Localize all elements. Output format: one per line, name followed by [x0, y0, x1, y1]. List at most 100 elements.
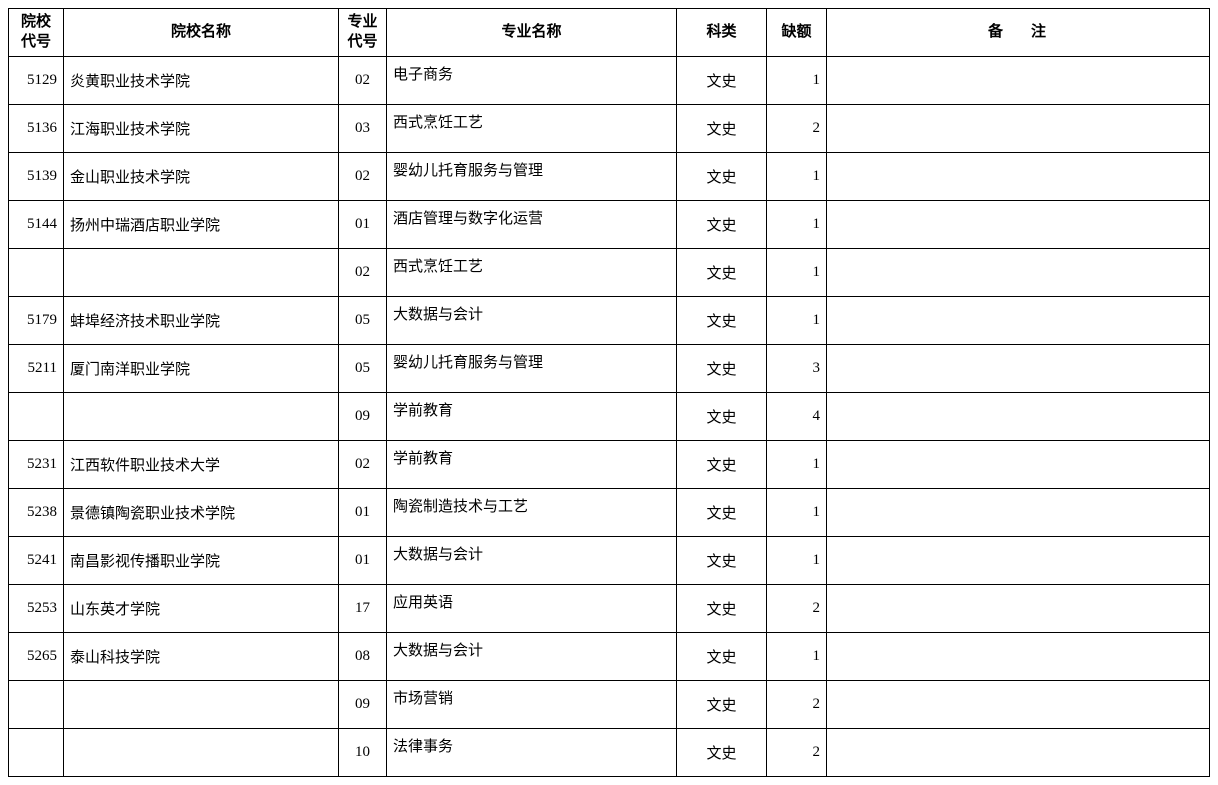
cell-shortage: 2 [767, 585, 827, 633]
header-school-code: 院校代号 [9, 9, 64, 57]
cell-major-code: 02 [339, 153, 387, 201]
cell-remark [827, 393, 1210, 441]
table-row: 5211厦门南洋职业学院05婴幼儿托育服务与管理文史3 [9, 345, 1210, 393]
cell-category: 文史 [677, 633, 767, 681]
cell-category: 文史 [677, 153, 767, 201]
cell-remark [827, 489, 1210, 537]
cell-shortage: 1 [767, 249, 827, 297]
cell-shortage: 1 [767, 153, 827, 201]
cell-school-name: 炎黄职业技术学院 [64, 57, 339, 105]
cell-school-code: 5241 [9, 537, 64, 585]
cell-shortage: 1 [767, 441, 827, 489]
cell-remark [827, 249, 1210, 297]
cell-major-name: 西式烹饪工艺 [387, 249, 677, 297]
cell-major-code: 02 [339, 249, 387, 297]
cell-school-name: 蚌埠经济技术职业学院 [64, 297, 339, 345]
header-remark: 备注 [827, 9, 1210, 57]
cell-school-name: 江西软件职业技术大学 [64, 441, 339, 489]
cell-school-name: 江海职业技术学院 [64, 105, 339, 153]
cell-remark [827, 57, 1210, 105]
cell-major-name: 法律事务 [387, 729, 677, 777]
cell-major-name: 学前教育 [387, 393, 677, 441]
cell-major-code: 01 [339, 201, 387, 249]
cell-remark [827, 681, 1210, 729]
cell-category: 文史 [677, 105, 767, 153]
cell-shortage: 2 [767, 105, 827, 153]
cell-school-code: 5179 [9, 297, 64, 345]
header-category: 科类 [677, 9, 767, 57]
cell-school-code [9, 393, 64, 441]
cell-major-code: 01 [339, 537, 387, 585]
cell-category: 文史 [677, 297, 767, 345]
cell-major-code: 01 [339, 489, 387, 537]
cell-shortage: 2 [767, 681, 827, 729]
cell-remark [827, 297, 1210, 345]
cell-shortage: 1 [767, 537, 827, 585]
cell-remark [827, 585, 1210, 633]
cell-major-name: 婴幼儿托育服务与管理 [387, 345, 677, 393]
table-row: 5136江海职业技术学院03西式烹饪工艺文史2 [9, 105, 1210, 153]
cell-category: 文史 [677, 537, 767, 585]
table-row: 02西式烹饪工艺文史1 [9, 249, 1210, 297]
cell-major-code: 05 [339, 297, 387, 345]
cell-school-code: 5238 [9, 489, 64, 537]
cell-shortage: 1 [767, 633, 827, 681]
table-row: 5129炎黄职业技术学院02电子商务文史1 [9, 57, 1210, 105]
table-row: 5265泰山科技学院08大数据与会计文史1 [9, 633, 1210, 681]
cell-school-name [64, 249, 339, 297]
cell-school-name: 泰山科技学院 [64, 633, 339, 681]
table-row: 5253山东英才学院17应用英语文史2 [9, 585, 1210, 633]
table-row: 5241南昌影视传播职业学院01大数据与会计文史1 [9, 537, 1210, 585]
cell-major-name: 学前教育 [387, 441, 677, 489]
table-row: 09学前教育文史4 [9, 393, 1210, 441]
table-row: 5179蚌埠经济技术职业学院05大数据与会计文史1 [9, 297, 1210, 345]
header-major-code: 专业代号 [339, 9, 387, 57]
cell-major-code: 02 [339, 441, 387, 489]
cell-remark [827, 153, 1210, 201]
cell-major-code: 17 [339, 585, 387, 633]
cell-school-code: 5211 [9, 345, 64, 393]
cell-category: 文史 [677, 681, 767, 729]
cell-shortage: 4 [767, 393, 827, 441]
table-row: 5144扬州中瑞酒店职业学院01酒店管理与数字化运营文史1 [9, 201, 1210, 249]
cell-school-name: 南昌影视传播职业学院 [64, 537, 339, 585]
cell-shortage: 1 [767, 489, 827, 537]
cell-school-name: 厦门南洋职业学院 [64, 345, 339, 393]
cell-shortage: 1 [767, 297, 827, 345]
cell-remark [827, 201, 1210, 249]
cell-school-code: 5231 [9, 441, 64, 489]
cell-school-code: 5253 [9, 585, 64, 633]
header-row: 院校代号 院校名称 专业代号 专业名称 科类 缺额 备注 [9, 9, 1210, 57]
cell-shortage: 2 [767, 729, 827, 777]
cell-school-name: 扬州中瑞酒店职业学院 [64, 201, 339, 249]
cell-major-name: 陶瓷制造技术与工艺 [387, 489, 677, 537]
cell-category: 文史 [677, 441, 767, 489]
cell-category: 文史 [677, 249, 767, 297]
table-body: 5129炎黄职业技术学院02电子商务文史15136江海职业技术学院03西式烹饪工… [9, 57, 1210, 777]
cell-major-code: 02 [339, 57, 387, 105]
cell-category: 文史 [677, 201, 767, 249]
header-shortage: 缺额 [767, 9, 827, 57]
cell-school-code: 5265 [9, 633, 64, 681]
cell-category: 文史 [677, 57, 767, 105]
table-header: 院校代号 院校名称 专业代号 专业名称 科类 缺额 备注 [9, 9, 1210, 57]
cell-school-code [9, 249, 64, 297]
cell-remark [827, 441, 1210, 489]
cell-remark [827, 345, 1210, 393]
header-major-name: 专业名称 [387, 9, 677, 57]
cell-major-code: 08 [339, 633, 387, 681]
table-row: 10法律事务文史2 [9, 729, 1210, 777]
cell-major-name: 市场营销 [387, 681, 677, 729]
cell-school-code: 5144 [9, 201, 64, 249]
cell-major-name: 大数据与会计 [387, 537, 677, 585]
cell-major-code: 09 [339, 393, 387, 441]
cell-remark [827, 105, 1210, 153]
cell-school-code: 5139 [9, 153, 64, 201]
cell-school-name [64, 729, 339, 777]
cell-school-code [9, 681, 64, 729]
cell-major-name: 应用英语 [387, 585, 677, 633]
cell-remark [827, 537, 1210, 585]
cell-category: 文史 [677, 393, 767, 441]
cell-major-code: 10 [339, 729, 387, 777]
cell-major-name: 大数据与会计 [387, 633, 677, 681]
